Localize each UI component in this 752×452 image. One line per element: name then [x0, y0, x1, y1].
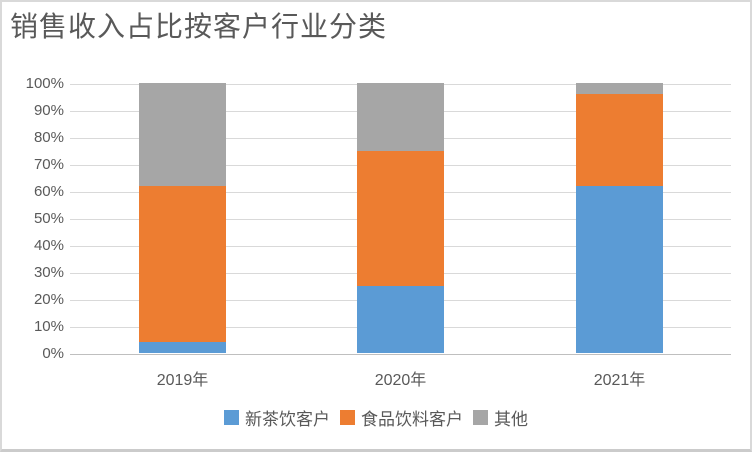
bar-segment-食品饮料客户 [576, 93, 663, 186]
stacked-bar-2019年 [139, 83, 226, 353]
bar-segment-其他 [576, 83, 663, 94]
x-tick-label: 2019年 [156, 372, 209, 389]
bar-segment-新茶饮客户 [357, 285, 444, 353]
x-axis-line [70, 354, 731, 355]
y-tick-label: 30% [33, 264, 64, 281]
y-tick-label: 40% [33, 237, 64, 254]
legend-item-其他: 其他 [473, 405, 528, 430]
legend-label: 新茶饮客户 [245, 410, 330, 429]
y-tick-label: 50% [33, 210, 64, 227]
plot-area [70, 83, 731, 355]
y-tick-label: 60% [33, 183, 64, 200]
y-tick-label: 90% [33, 102, 64, 119]
bar-segment-其他 [357, 83, 444, 151]
legend-swatch-icon [473, 410, 488, 425]
x-tick-label: 2021年 [593, 372, 646, 389]
bar-segment-新茶饮客户 [576, 185, 663, 353]
y-tick-label: 70% [33, 156, 64, 173]
legend-item-新茶饮客户: 新茶饮客户 [224, 405, 330, 430]
bar-segment-其他 [139, 83, 226, 186]
y-tick-label: 80% [33, 129, 64, 146]
chart-title: 销售收入占比按客户行业分类 [10, 12, 388, 43]
bar-segment-食品饮料客户 [139, 185, 226, 343]
x-tick-label: 2020年 [374, 372, 427, 389]
legend-item-食品饮料客户: 食品饮料客户 [340, 405, 463, 430]
legend-swatch-icon [340, 410, 355, 425]
y-tick-label: 100% [25, 75, 64, 92]
bar-segment-新茶饮客户 [139, 342, 226, 353]
legend-label: 食品饮料客户 [361, 410, 463, 429]
bar-segment-食品饮料客户 [357, 150, 444, 286]
y-tick-label: 0% [42, 345, 64, 362]
y-tick-label: 10% [33, 318, 64, 335]
legend: 新茶饮客户 食品饮料客户 其他 [2, 405, 750, 430]
legend-swatch-icon [224, 410, 239, 425]
y-tick-label: 20% [33, 291, 64, 308]
legend-label: 其他 [494, 410, 528, 429]
stacked-bar-2020年 [357, 83, 444, 353]
stacked-bar-2021年 [576, 83, 663, 353]
